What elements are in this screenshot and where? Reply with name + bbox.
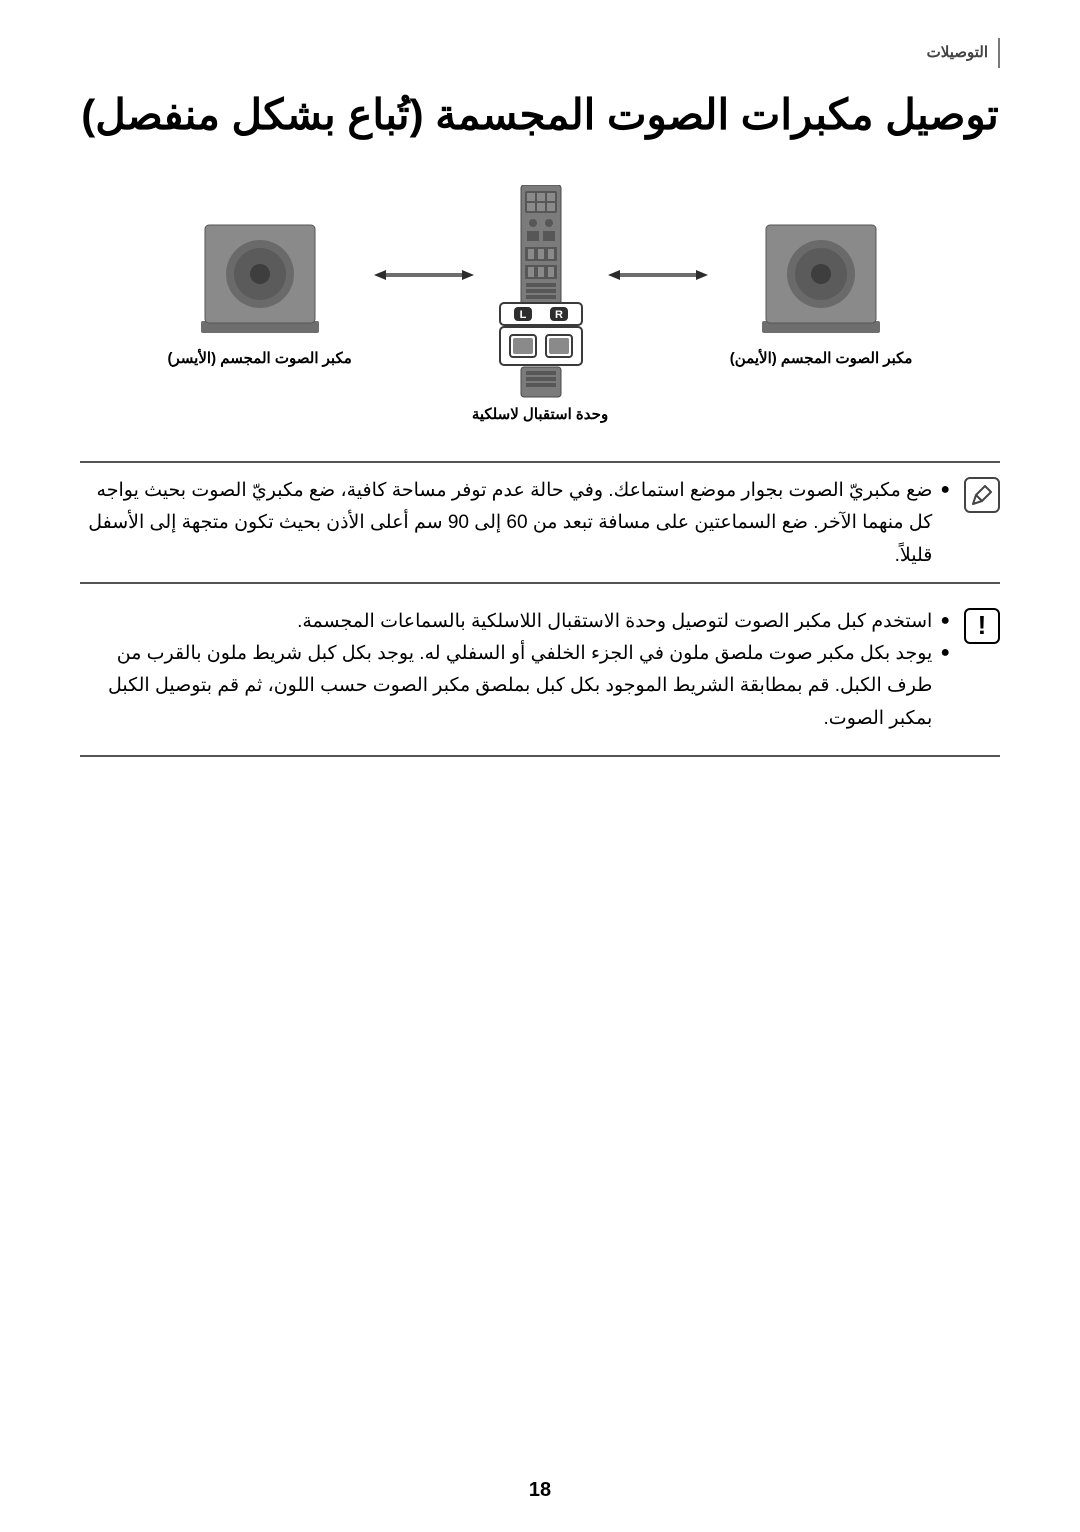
receiver-label: وحدة استقبال لاسلكية xyxy=(80,405,1000,423)
bullet-dot: ● xyxy=(940,638,950,668)
exclamation-icon: ! xyxy=(964,608,1000,644)
speaker-right-icon xyxy=(756,219,886,337)
bullet-dot: ● xyxy=(940,606,950,636)
note-bullet-text: ضع مكبريّ الصوت بجوار موضع استماعك. وفي … xyxy=(80,475,932,572)
page-number: 18 xyxy=(0,1479,1080,1502)
right-speaker-label: مكبر الصوت المجسم (الأيمن) xyxy=(730,349,913,367)
pencil-icon xyxy=(964,477,1000,513)
right-speaker: مكبر الصوت المجسم (الأيمن) xyxy=(730,219,913,367)
divider-bottom xyxy=(80,755,1000,757)
speaker-left-icon xyxy=(195,219,325,337)
divider-top xyxy=(80,461,1000,463)
connection-diagram: مكبر الصوت المجسم (الأيسر) xyxy=(80,185,1000,401)
warning-text: ● استخدم كبل مكبر الصوت لتوصيل وحدة الاس… xyxy=(80,606,950,735)
port-r-label: R xyxy=(555,309,563,321)
receiver-column: L R xyxy=(496,185,586,401)
warning-bullet2-text: يوجد بكل مكبر صوت ملصق ملون في الجزء الخ… xyxy=(80,638,932,735)
note-block: ● ضع مكبريّ الصوت بجوار موضع استماعك. وف… xyxy=(80,475,1000,572)
bullet-dot: ● xyxy=(940,475,950,505)
arrow-left-icon xyxy=(374,270,474,280)
arrow-right-icon xyxy=(608,270,708,280)
port-l-label: L xyxy=(519,309,526,321)
receiver-icon: L R xyxy=(496,185,586,401)
header-section-label: التوصيلات xyxy=(927,43,988,61)
header-divider xyxy=(998,38,1000,68)
divider-mid xyxy=(80,582,1000,584)
warning-block: ! ● استخدم كبل مكبر الصوت لتوصيل وحدة ال… xyxy=(80,606,1000,735)
warning-bullet1-text: استخدم كبل مكبر الصوت لتوصيل وحدة الاستق… xyxy=(80,606,932,638)
left-speaker: مكبر الصوت المجسم (الأيسر) xyxy=(168,219,352,367)
left-speaker-label: مكبر الصوت المجسم (الأيسر) xyxy=(168,349,352,367)
page-title: توصيل مكبرات الصوت المجسمة (تُباع بشكل م… xyxy=(80,90,1000,139)
note-text: ● ضع مكبريّ الصوت بجوار موضع استماعك. وف… xyxy=(80,475,950,572)
